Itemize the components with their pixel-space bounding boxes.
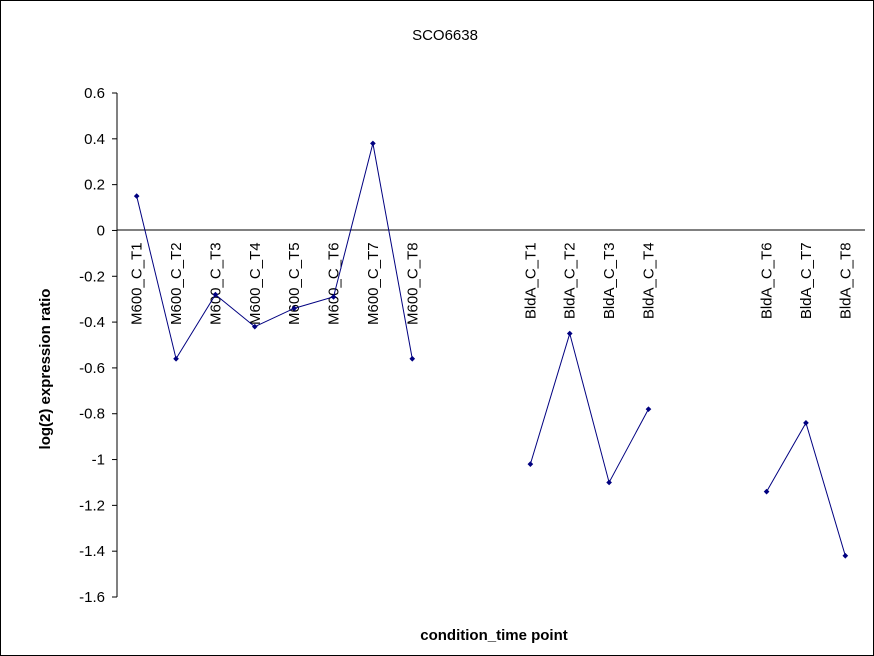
chart-title: SCO6638	[412, 27, 478, 44]
y-tick-label: 0	[97, 222, 105, 239]
x-category-label: BldA_C_T2	[562, 242, 579, 319]
x-category-label: BldA_C_T8	[837, 242, 854, 319]
y-tick-label: -0.8	[79, 406, 105, 423]
data-point	[370, 140, 376, 147]
x-category-label: M600_C_T7	[365, 242, 382, 325]
x-category-label: BldA_C_T3	[601, 242, 618, 319]
data-point	[763, 488, 770, 495]
series-line-segment	[136, 143, 413, 361]
y-tick-label: 0.4	[84, 131, 105, 148]
y-tick-label: -1	[92, 452, 105, 469]
y-tick-label: 0.6	[84, 85, 105, 102]
x-axis-label: condition_time point	[420, 627, 568, 644]
y-tick-label: -0.2	[79, 268, 105, 285]
data-point	[251, 323, 258, 330]
y-axis-ticks: 0.6 0.4 0.2 0 -0.2 -0.4 -0.6 -0.8 -1 -1.2 -1.4 -1.6	[79, 85, 117, 606]
data-point	[842, 552, 849, 559]
x-category-label: BldA_C_T1	[522, 242, 539, 319]
x-category-label: M600_C_T1	[129, 242, 146, 325]
data-point	[409, 355, 416, 362]
x-category-label: BldA_C_T6	[759, 242, 776, 319]
y-tick-label: -1.2	[79, 497, 105, 514]
data-point	[803, 420, 809, 426]
x-category-label: M600_C_T2	[168, 242, 185, 325]
y-tick-label: -1.4	[79, 543, 105, 560]
series-line-segment	[529, 331, 649, 484]
x-category-label: M600_C_T3	[207, 242, 224, 325]
y-tick-label: -0.6	[79, 360, 105, 377]
data-point	[330, 294, 337, 300]
x-category-label: BldA_C_T4	[640, 242, 657, 319]
y-tick-label: -1.6	[79, 589, 105, 606]
data-point	[527, 461, 534, 467]
data-point	[291, 305, 297, 312]
x-category-label: M600_C_T8	[404, 242, 421, 325]
data-point	[173, 355, 179, 362]
data-point	[133, 193, 140, 199]
data-point	[566, 330, 573, 337]
x-category-label: M600_C_T4	[247, 242, 264, 325]
x-category-label: BldA_C_T7	[798, 242, 815, 319]
data-point	[212, 291, 219, 298]
y-tick-label: 0.2	[84, 177, 105, 194]
x-category-label: M600_C_T6	[326, 242, 343, 325]
data-point	[645, 406, 652, 412]
data-point	[606, 479, 612, 486]
y-tick-label: -0.4	[79, 314, 105, 331]
data-points	[133, 140, 849, 559]
x-axis-category-labels: M600_C_T1 M600_C_T2 M600_C_T3 M600_C_T4 M600…	[129, 242, 855, 325]
y-axis-label: log(2) expression ratio	[37, 289, 54, 450]
x-category-label: M600_C_T5	[286, 242, 303, 325]
